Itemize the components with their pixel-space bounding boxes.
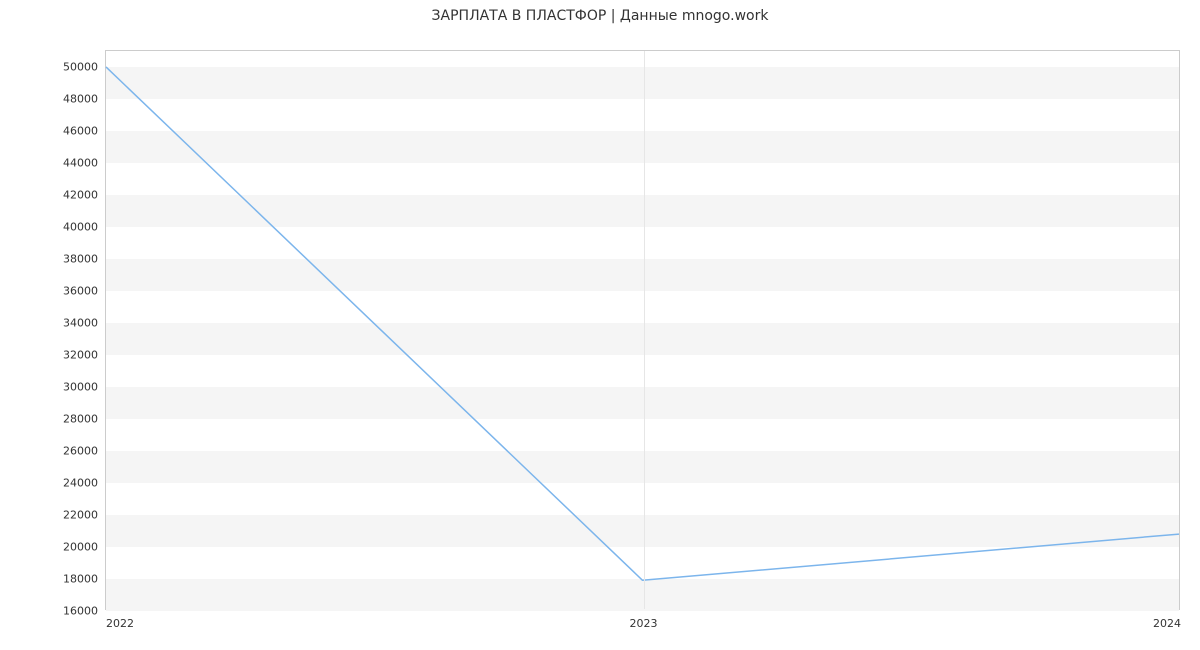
y-axis-tick-label: 36000	[63, 285, 106, 298]
salary-line-chart: ЗАРПЛАТА В ПЛАСТФОР | Данные mnogo.work …	[0, 0, 1200, 650]
y-axis-tick-label: 38000	[63, 253, 106, 266]
y-axis-tick-label: 48000	[63, 93, 106, 106]
y-axis-tick-label: 30000	[63, 381, 106, 394]
plot-area: 1600018000200002200024000260002800030000…	[105, 50, 1180, 610]
y-axis-tick-label: 16000	[63, 605, 106, 618]
y-axis-tick-label: 22000	[63, 509, 106, 522]
x-axis-tick-label: 2024	[1153, 609, 1181, 630]
y-axis-tick-label: 32000	[63, 349, 106, 362]
x-axis-tick-label: 2022	[106, 609, 134, 630]
y-axis-tick-label: 50000	[63, 61, 106, 74]
series-line	[106, 67, 1179, 580]
chart-line-layer	[106, 51, 1179, 609]
y-axis-tick-label: 42000	[63, 189, 106, 202]
y-axis-tick-label: 46000	[63, 125, 106, 138]
y-axis-tick-label: 26000	[63, 445, 106, 458]
y-axis-tick-label: 18000	[63, 573, 106, 586]
y-axis-tick-label: 28000	[63, 413, 106, 426]
y-axis-tick-label: 24000	[63, 477, 106, 490]
y-axis-tick-label: 44000	[63, 157, 106, 170]
y-axis-tick-label: 34000	[63, 317, 106, 330]
y-axis-tick-label: 40000	[63, 221, 106, 234]
chart-title: ЗАРПЛАТА В ПЛАСТФОР | Данные mnogo.work	[0, 8, 1200, 24]
x-axis-tick-label: 2023	[630, 609, 658, 630]
y-axis-tick-label: 20000	[63, 541, 106, 554]
grid-vertical-line	[644, 51, 645, 609]
